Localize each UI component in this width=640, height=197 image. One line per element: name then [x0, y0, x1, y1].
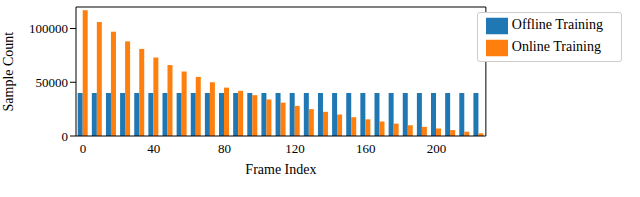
svg-text:0: 0 — [62, 129, 69, 144]
svg-text:80: 80 — [218, 141, 231, 156]
svg-text:120: 120 — [285, 141, 305, 156]
svg-text:0: 0 — [80, 141, 87, 156]
html-text:Offline Training: Offline Training — [511, 17, 603, 33]
svg-text:Sample Count: Sample Count — [8, 32, 16, 112]
svg-text:Frame Index: Frame Index — [245, 162, 316, 177]
svg-text:100000: 100000 — [29, 21, 68, 36]
svg-text:40: 40 — [147, 141, 160, 156]
svg-text:50000: 50000 — [36, 75, 69, 90]
svg-text:200: 200 — [427, 141, 447, 156]
html-text:Online Training: Online Training — [511, 39, 601, 55]
svg-text:160: 160 — [356, 141, 376, 156]
